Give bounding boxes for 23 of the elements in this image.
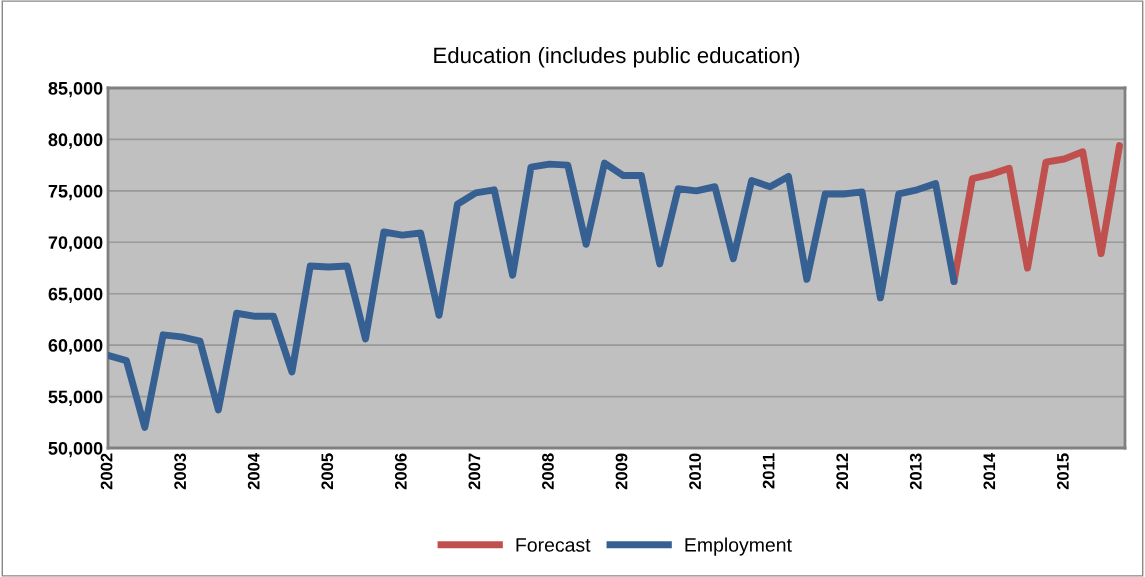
y-tick-label: 80,000: [48, 133, 103, 149]
x-tick-label: 2004: [247, 452, 260, 490]
x-tick-label: 2011: [762, 453, 775, 489]
x-tick-label: 2005: [321, 453, 334, 490]
x-tick-label: 2009: [615, 453, 628, 490]
x-tick-label: 2006: [394, 453, 407, 490]
legend-label: Forecast: [516, 538, 591, 552]
x-tick-label: 2015: [1056, 453, 1069, 490]
chart-title: Education (includes public education): [434, 46, 800, 68]
x-tick-label: 2014: [983, 452, 996, 490]
x-tick-label: 2013: [909, 453, 922, 490]
y-tick-label: 70,000: [48, 236, 103, 252]
y-tick-label: 65,000: [48, 287, 103, 304]
y-tick-label: 85,000: [48, 81, 103, 98]
legend-label: Employment: [685, 537, 792, 556]
y-tick-label: 60,000: [48, 339, 103, 355]
x-tick-label: 2007: [468, 453, 481, 490]
x-tick-label: 2008: [542, 453, 554, 490]
x-tick-label: 2010: [689, 453, 701, 490]
x-tick-label: 2003: [174, 453, 187, 490]
y-tick-label: 55,000: [48, 390, 103, 406]
y-tick-label: 75,000: [48, 184, 103, 201]
x-tick-label: 2012: [836, 453, 849, 490]
